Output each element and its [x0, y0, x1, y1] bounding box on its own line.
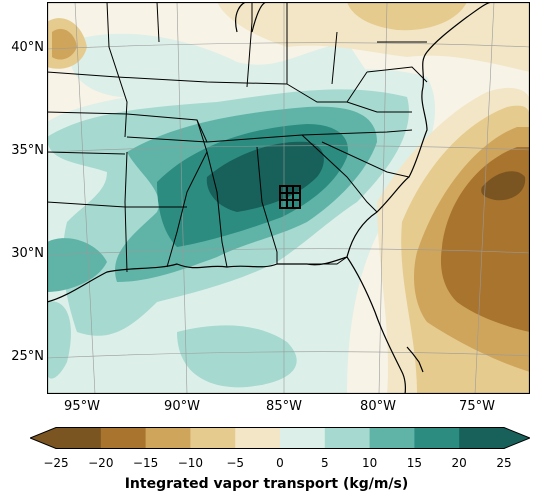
positive-contour-5-10-west: [47, 301, 71, 379]
colorbar-title: Integrated vapor transport (kg/m/s): [124, 476, 409, 492]
colorbar-bin: [369, 427, 415, 449]
lon-label-95w: 95°W: [64, 399, 100, 414]
map-border: [47, 2, 530, 394]
lat-label-25n: 25°N: [11, 349, 44, 364]
colorbar-outline: [30, 427, 530, 449]
negative-contour-nw-core: [52, 28, 77, 60]
map-panel: [47, 2, 530, 394]
lon-label-75w: 75°W: [459, 399, 495, 414]
colorbar-bin: [190, 427, 236, 449]
lat-label-40n: 40°N: [11, 40, 44, 55]
positive-contour-20-25: [206, 141, 324, 212]
colorbar-bin: [280, 427, 326, 449]
colorbar-bin: [459, 427, 505, 449]
colorbar-bin: [414, 427, 460, 449]
lon-label-85w: 85°W: [266, 399, 302, 414]
colorbar-extension-low: [30, 427, 56, 449]
lon-label-90w: 90°W: [164, 399, 200, 414]
colorbar-tick-label: 20: [451, 456, 467, 470]
colorbar-bin: [235, 427, 281, 449]
state-borders: [47, 2, 428, 273]
colorbar-tick-label: 5: [320, 456, 329, 470]
positive-contour-0-5-north: [67, 33, 367, 99]
colorbar-tick-label: 10: [361, 456, 378, 470]
colorbar-bin: [56, 427, 102, 449]
lat-label-30n: 30°N: [11, 246, 44, 261]
lat-label-35n: 35°N: [11, 143, 44, 158]
colorbar-tick-label: 15: [406, 456, 423, 470]
colorbar-tick-label: 0: [276, 456, 284, 470]
colorbar-bin: [324, 427, 371, 449]
colorbar-bin: [145, 427, 191, 449]
graticule: [47, 2, 530, 394]
colorbar-tick-label: −20: [88, 456, 114, 470]
colorbar: [30, 427, 530, 449]
colorbar-tick-label: −5: [226, 456, 245, 470]
colorbar-tick-label: −25: [43, 456, 69, 470]
study-area-grid: [279, 185, 301, 209]
positive-contour-10-15-west: [47, 238, 107, 292]
negative-contour-north-core: [347, 2, 467, 31]
colorbar-bin: [100, 427, 147, 449]
colorbar-tick-label: −15: [132, 456, 159, 470]
negative-contour-north: [217, 2, 530, 72]
negative-contour-20-25-east: [481, 171, 526, 201]
positive-contour-5-10-south: [177, 325, 297, 388]
colorbar-tick-label: 25: [496, 456, 512, 470]
colorbar-extension-high: [504, 427, 530, 449]
colorbar-tick-label: −10: [177, 456, 204, 470]
lon-label-80w: 80°W: [360, 399, 396, 414]
ivt-anomaly-map: [47, 2, 530, 394]
